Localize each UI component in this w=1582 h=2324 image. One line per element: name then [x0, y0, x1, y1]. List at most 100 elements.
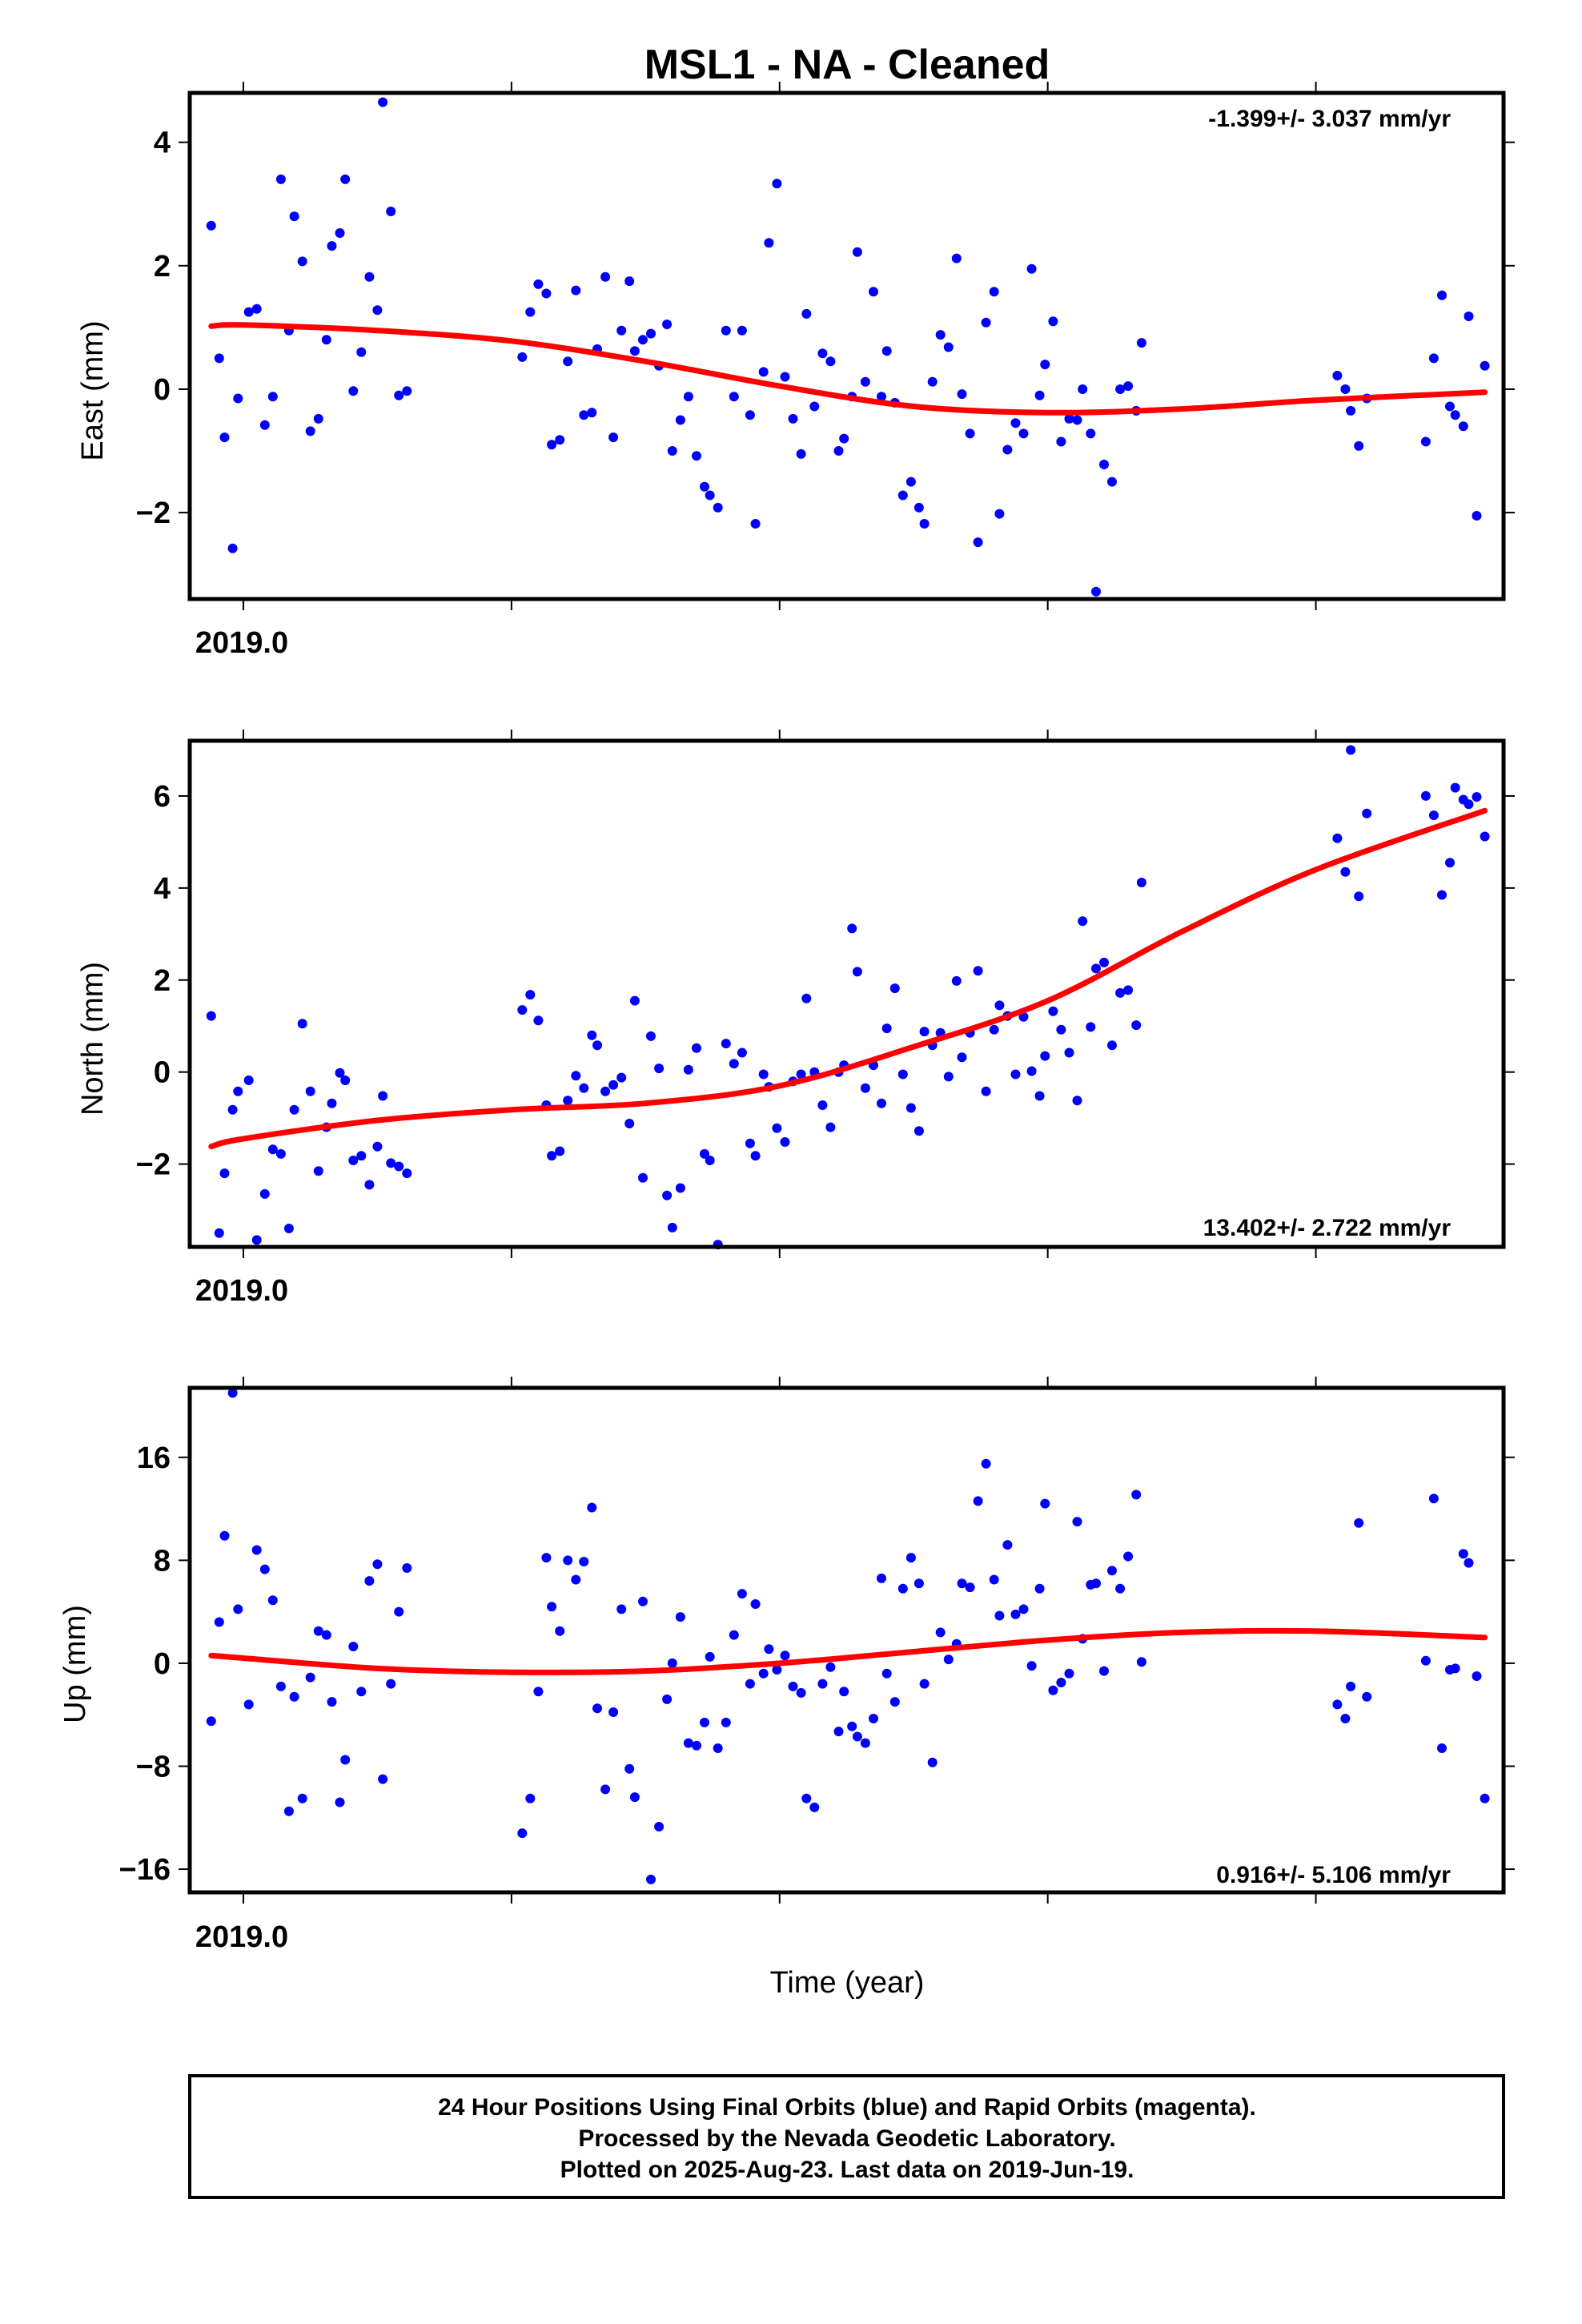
east-data-point [305, 426, 315, 436]
up-data-point [233, 1604, 243, 1614]
north-data-point [667, 1222, 677, 1232]
east-data-point [206, 220, 216, 231]
east-data-point [289, 211, 299, 222]
east-data-point [1420, 436, 1431, 447]
north-data-point [1115, 987, 1126, 998]
east-data-point [335, 228, 345, 238]
up-data-point [251, 1545, 262, 1555]
east-data-point [517, 352, 528, 362]
up-data-point [289, 1691, 299, 1702]
north-data-point [305, 1086, 315, 1096]
up-data-point [327, 1697, 337, 1707]
footer-line-1: 24 Hour Positions Using Final Orbits (bl… [438, 2094, 1256, 2121]
north-data-point [662, 1190, 673, 1200]
up-data-point [563, 1555, 573, 1566]
up-data-point [608, 1707, 619, 1717]
north-y-axis-label: North (mm) [76, 962, 110, 1116]
east-data-point [1056, 436, 1066, 447]
east-fit-line [208, 322, 1488, 416]
east-data-point [860, 376, 870, 387]
north-data-point [233, 1086, 243, 1096]
east-data-point [227, 543, 238, 553]
up-fit-line [208, 1627, 1488, 1675]
up-data-point [1458, 1549, 1468, 1559]
north-data-point [737, 1047, 747, 1058]
up-data-point [1332, 1699, 1343, 1710]
up-data-point [1123, 1551, 1134, 1562]
up-data-point [1136, 1657, 1146, 1667]
east-data-point [943, 342, 954, 352]
figure-title: MSL1 - NA - Cleaned [644, 42, 1050, 88]
up-data-point [780, 1651, 790, 1661]
east-data-point [1450, 410, 1460, 420]
east-data-point [402, 386, 412, 396]
up-data-point [667, 1658, 677, 1668]
up-data-point [1340, 1714, 1351, 1723]
east-data-point [1464, 312, 1474, 321]
up-data-point [1072, 1517, 1082, 1527]
north-data-point [624, 1119, 635, 1128]
north-data-point [1072, 1096, 1082, 1106]
up-data-point [646, 1874, 656, 1884]
east-data-point [913, 502, 924, 513]
east-data-point [869, 287, 878, 297]
up-data-point [683, 1738, 693, 1748]
up-data-point [1115, 1583, 1126, 1594]
north-data-point [1480, 831, 1490, 842]
up-data-point [592, 1703, 602, 1714]
east-data-point [905, 476, 916, 487]
east-data-point [750, 519, 761, 529]
up-data-point [839, 1687, 849, 1697]
up-y-axis-label: Up (mm) [58, 1605, 92, 1723]
east-data-point [758, 367, 769, 377]
footer-line-3: Plotted on 2025-Aug-23. Last data on 201… [560, 2157, 1134, 2183]
up-plot-frame [187, 1385, 1506, 1895]
up-data-point [579, 1557, 589, 1566]
up-data-point [1362, 1691, 1372, 1702]
east-data-point [587, 408, 597, 418]
up-data-point [1091, 1578, 1101, 1589]
north-data-point [592, 1040, 602, 1051]
north-data-point [1064, 1047, 1074, 1058]
north-data-point [364, 1180, 375, 1190]
north-data-point [646, 1031, 656, 1041]
north-data-point [214, 1228, 224, 1238]
up-data-point [624, 1763, 635, 1774]
north-data-point [283, 1224, 294, 1233]
east-data-point [1048, 316, 1058, 327]
east-data-point [1040, 360, 1050, 370]
up-data-point [1064, 1668, 1074, 1679]
east-data-point [692, 451, 701, 461]
up-data-point [772, 1665, 782, 1675]
up-data-point [1034, 1583, 1045, 1594]
up-data-point [692, 1740, 701, 1751]
up-data-point [1131, 1490, 1142, 1500]
north-data-point [1048, 1006, 1058, 1016]
north-data-point [629, 995, 640, 1006]
north-data-point [801, 993, 812, 1003]
east-data-point [965, 428, 975, 439]
east-data-point [1136, 338, 1146, 348]
up-data-point [729, 1630, 739, 1640]
up-data-point [957, 1578, 967, 1589]
north-data-point [957, 1052, 967, 1063]
north-data-point [913, 1126, 924, 1136]
east-data-point [809, 401, 820, 412]
up-data-point [847, 1721, 857, 1731]
north-y-tick-label: 2 [154, 964, 171, 998]
east-data-point [638, 335, 648, 345]
east-data-point [243, 307, 254, 317]
east-data-point [788, 413, 798, 424]
up-data-point [1464, 1558, 1474, 1568]
north-data-point [227, 1104, 238, 1115]
north-data-point [1086, 1022, 1096, 1032]
north-data-point [563, 1096, 573, 1106]
north-data-point [750, 1151, 761, 1161]
east-data-point [981, 317, 991, 328]
north-data-point [860, 1083, 870, 1093]
east-data-point [1078, 384, 1088, 394]
up-data-point [662, 1694, 673, 1704]
east-data-point [833, 446, 844, 456]
east-data-point [1107, 476, 1117, 487]
up-data-point [788, 1681, 798, 1691]
